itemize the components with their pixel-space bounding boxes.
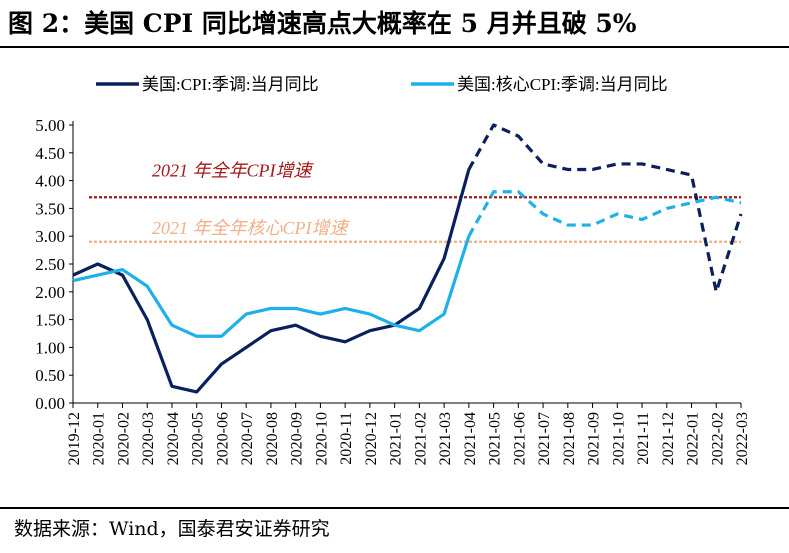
bottom-rule bbox=[0, 507, 789, 509]
x-tick-label: 2020-07 bbox=[239, 412, 256, 465]
y-tick-label: 5.00 bbox=[35, 116, 65, 135]
x-tick-label: 2019-12 bbox=[66, 412, 83, 465]
reference-lines: 2021 年全年CPI增速 2021 年全年核心CPI增速 bbox=[89, 160, 741, 243]
x-tick-label: 2021-01 bbox=[388, 412, 405, 465]
x-tick-label: 2021-12 bbox=[660, 412, 677, 465]
y-tick-label: 2.50 bbox=[35, 255, 65, 274]
x-tick-label: 2022-03 bbox=[734, 412, 751, 465]
y-tick-label: 4.00 bbox=[35, 172, 65, 191]
series-line-actual bbox=[72, 235, 471, 338]
reference-line-label: 2021 年全年核心CPI增速 bbox=[152, 218, 350, 238]
x-tick-label: 2021-03 bbox=[437, 412, 454, 465]
figure-title: 图 2：美国 CPI 同比增速高点大概率在 5 月并且破 5% bbox=[8, 9, 637, 38]
figure-header: 图 2：美国 CPI 同比增速高点大概率在 5 月并且破 5% bbox=[0, 0, 789, 40]
x-tick-label: 2021-09 bbox=[586, 412, 603, 465]
series-lines bbox=[72, 123, 743, 394]
x-tick-label: 2020-02 bbox=[115, 412, 132, 465]
y-tick-label: 0.50 bbox=[35, 366, 65, 385]
x-tick-label: 2021-06 bbox=[511, 412, 528, 465]
x-tick-label: 2020-12 bbox=[363, 412, 380, 465]
x-tick-label: 2020-10 bbox=[313, 412, 330, 465]
x-tick-label: 2021-10 bbox=[610, 412, 627, 465]
series-line-actual bbox=[72, 169, 471, 394]
legend: 美国:CPI:季调:当月同比 美国:核心CPI:季调:当月同比 bbox=[96, 75, 668, 94]
legend-label: 美国:CPI:季调:当月同比 bbox=[142, 75, 319, 94]
x-tick-label: 2021-08 bbox=[561, 412, 578, 465]
x-tick-label: 2020-01 bbox=[91, 412, 108, 465]
x-tick-label: 2020-03 bbox=[140, 412, 157, 465]
top-rule bbox=[0, 46, 789, 48]
x-tick-label: 2021-04 bbox=[462, 412, 479, 465]
x-tick-label: 2021-07 bbox=[536, 412, 553, 465]
x-tick-label: 2021-05 bbox=[487, 412, 504, 465]
series-line-projection bbox=[467, 123, 743, 294]
data-source-note: 数据来源：Wind，国泰君安证券研究 bbox=[14, 518, 330, 540]
x-tick-label: 2022-02 bbox=[709, 412, 726, 465]
y-tick-label: 3.00 bbox=[35, 227, 65, 246]
y-tick-label: 1.00 bbox=[35, 338, 65, 357]
x-tick-label: 2020-05 bbox=[190, 412, 207, 465]
y-tick-label: 2.00 bbox=[35, 283, 65, 302]
y-tick-label: 4.50 bbox=[35, 144, 65, 163]
x-tick-label: 2021-11 bbox=[635, 412, 652, 465]
x-tick-label: 2022-01 bbox=[685, 412, 702, 465]
x-tick-label: 2020-06 bbox=[214, 412, 231, 465]
x-tick-label: 2020-09 bbox=[289, 412, 306, 465]
axes: 0.00 0.50 1.00 1.50 2.00 2.50 3.00 3.50 4.00 4.50… bbox=[35, 116, 751, 465]
x-tick-label: 2020-11 bbox=[338, 412, 355, 465]
y-tick-label: 1.50 bbox=[35, 311, 65, 330]
reference-line-label: 2021 年全年CPI增速 bbox=[152, 160, 314, 180]
cpi-line-chart: 美国:CPI:季调:当月同比 美国:核心CPI:季调:当月同比 2021 年全年C… bbox=[35, 75, 751, 465]
y-tick-label: 0.00 bbox=[35, 394, 65, 413]
y-tick-label: 3.50 bbox=[35, 199, 65, 218]
legend-label: 美国:核心CPI:季调:当月同比 bbox=[457, 75, 668, 94]
x-tick-label: 2021-02 bbox=[412, 412, 429, 465]
x-tick-label: 2020-08 bbox=[264, 412, 281, 465]
x-tick-label: 2020-04 bbox=[165, 412, 182, 465]
